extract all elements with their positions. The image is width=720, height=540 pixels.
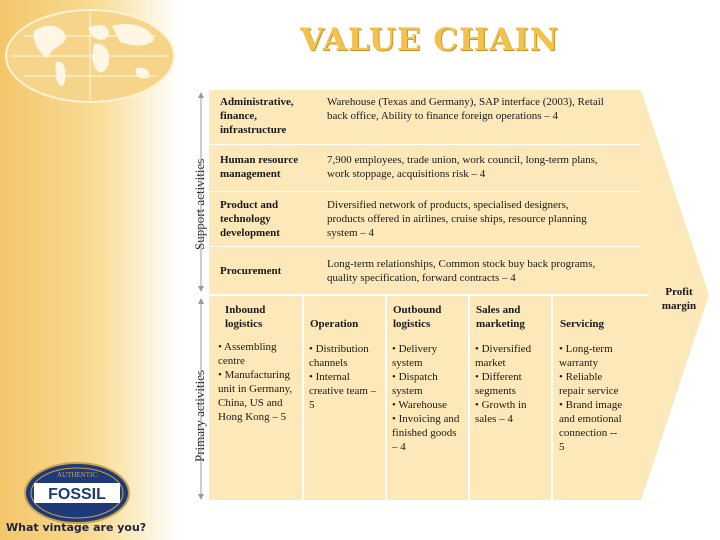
support-range-arrow xyxy=(198,92,204,292)
column-divider xyxy=(551,296,553,500)
primary-column-header: Inbound logistics xyxy=(225,304,266,330)
support-row-name: Product and technology development xyxy=(220,199,280,239)
page-title: VALUE CHAIN xyxy=(300,22,560,58)
support-row-description: 7,900 employees, trade union, work counc… xyxy=(327,154,598,180)
row-divider xyxy=(209,246,641,247)
support-row-name: Procurement xyxy=(220,265,282,277)
profit-margin-label: Profit margin xyxy=(661,286,697,312)
primary-column-body: • Diversified market • Different segment… xyxy=(475,343,532,425)
row-divider xyxy=(209,191,641,192)
support-row-description: Diversified network of products, special… xyxy=(327,199,587,239)
support-row-name: Administrative, finance, infrastructure xyxy=(220,96,294,136)
primary-column-header: Outbound logistics xyxy=(393,304,442,330)
world-map-icon xyxy=(5,9,175,103)
primary-column-header: Sales and marketing xyxy=(476,304,525,330)
primary-column-header: Operation xyxy=(310,318,359,330)
primary-column-body: • Distribution channels • Internal creat… xyxy=(309,343,377,411)
support-row-name: Human resource management xyxy=(220,154,299,180)
value-chain-chevron-shape xyxy=(209,90,709,500)
support-row-description: Warehouse (Texas and Germany), SAP inter… xyxy=(327,96,604,122)
primary-column-body: • Delivery system • Dispatch system • Wa… xyxy=(392,343,460,453)
primary-range-arrow xyxy=(198,298,204,500)
support-row-description: Long-term relationships, Common stock bu… xyxy=(327,258,596,284)
column-divider xyxy=(468,296,470,500)
column-divider xyxy=(302,296,304,500)
row-divider xyxy=(209,144,641,145)
primary-column-header: Servicing xyxy=(560,318,604,330)
primary-column-body: • Assembling centre • Manufacturing unit… xyxy=(218,341,293,423)
svg-text:FOSSIL: FOSSIL xyxy=(48,486,106,503)
fossil-logo: AUTHENTIC FOSSIL xyxy=(24,462,130,524)
brand-tagline: What vintage are you? xyxy=(6,521,147,534)
column-divider xyxy=(385,296,387,500)
svg-text:AUTHENTIC: AUTHENTIC xyxy=(57,471,97,479)
primary-column-body: • Long-term warranty • Reliable repair s… xyxy=(559,343,623,453)
